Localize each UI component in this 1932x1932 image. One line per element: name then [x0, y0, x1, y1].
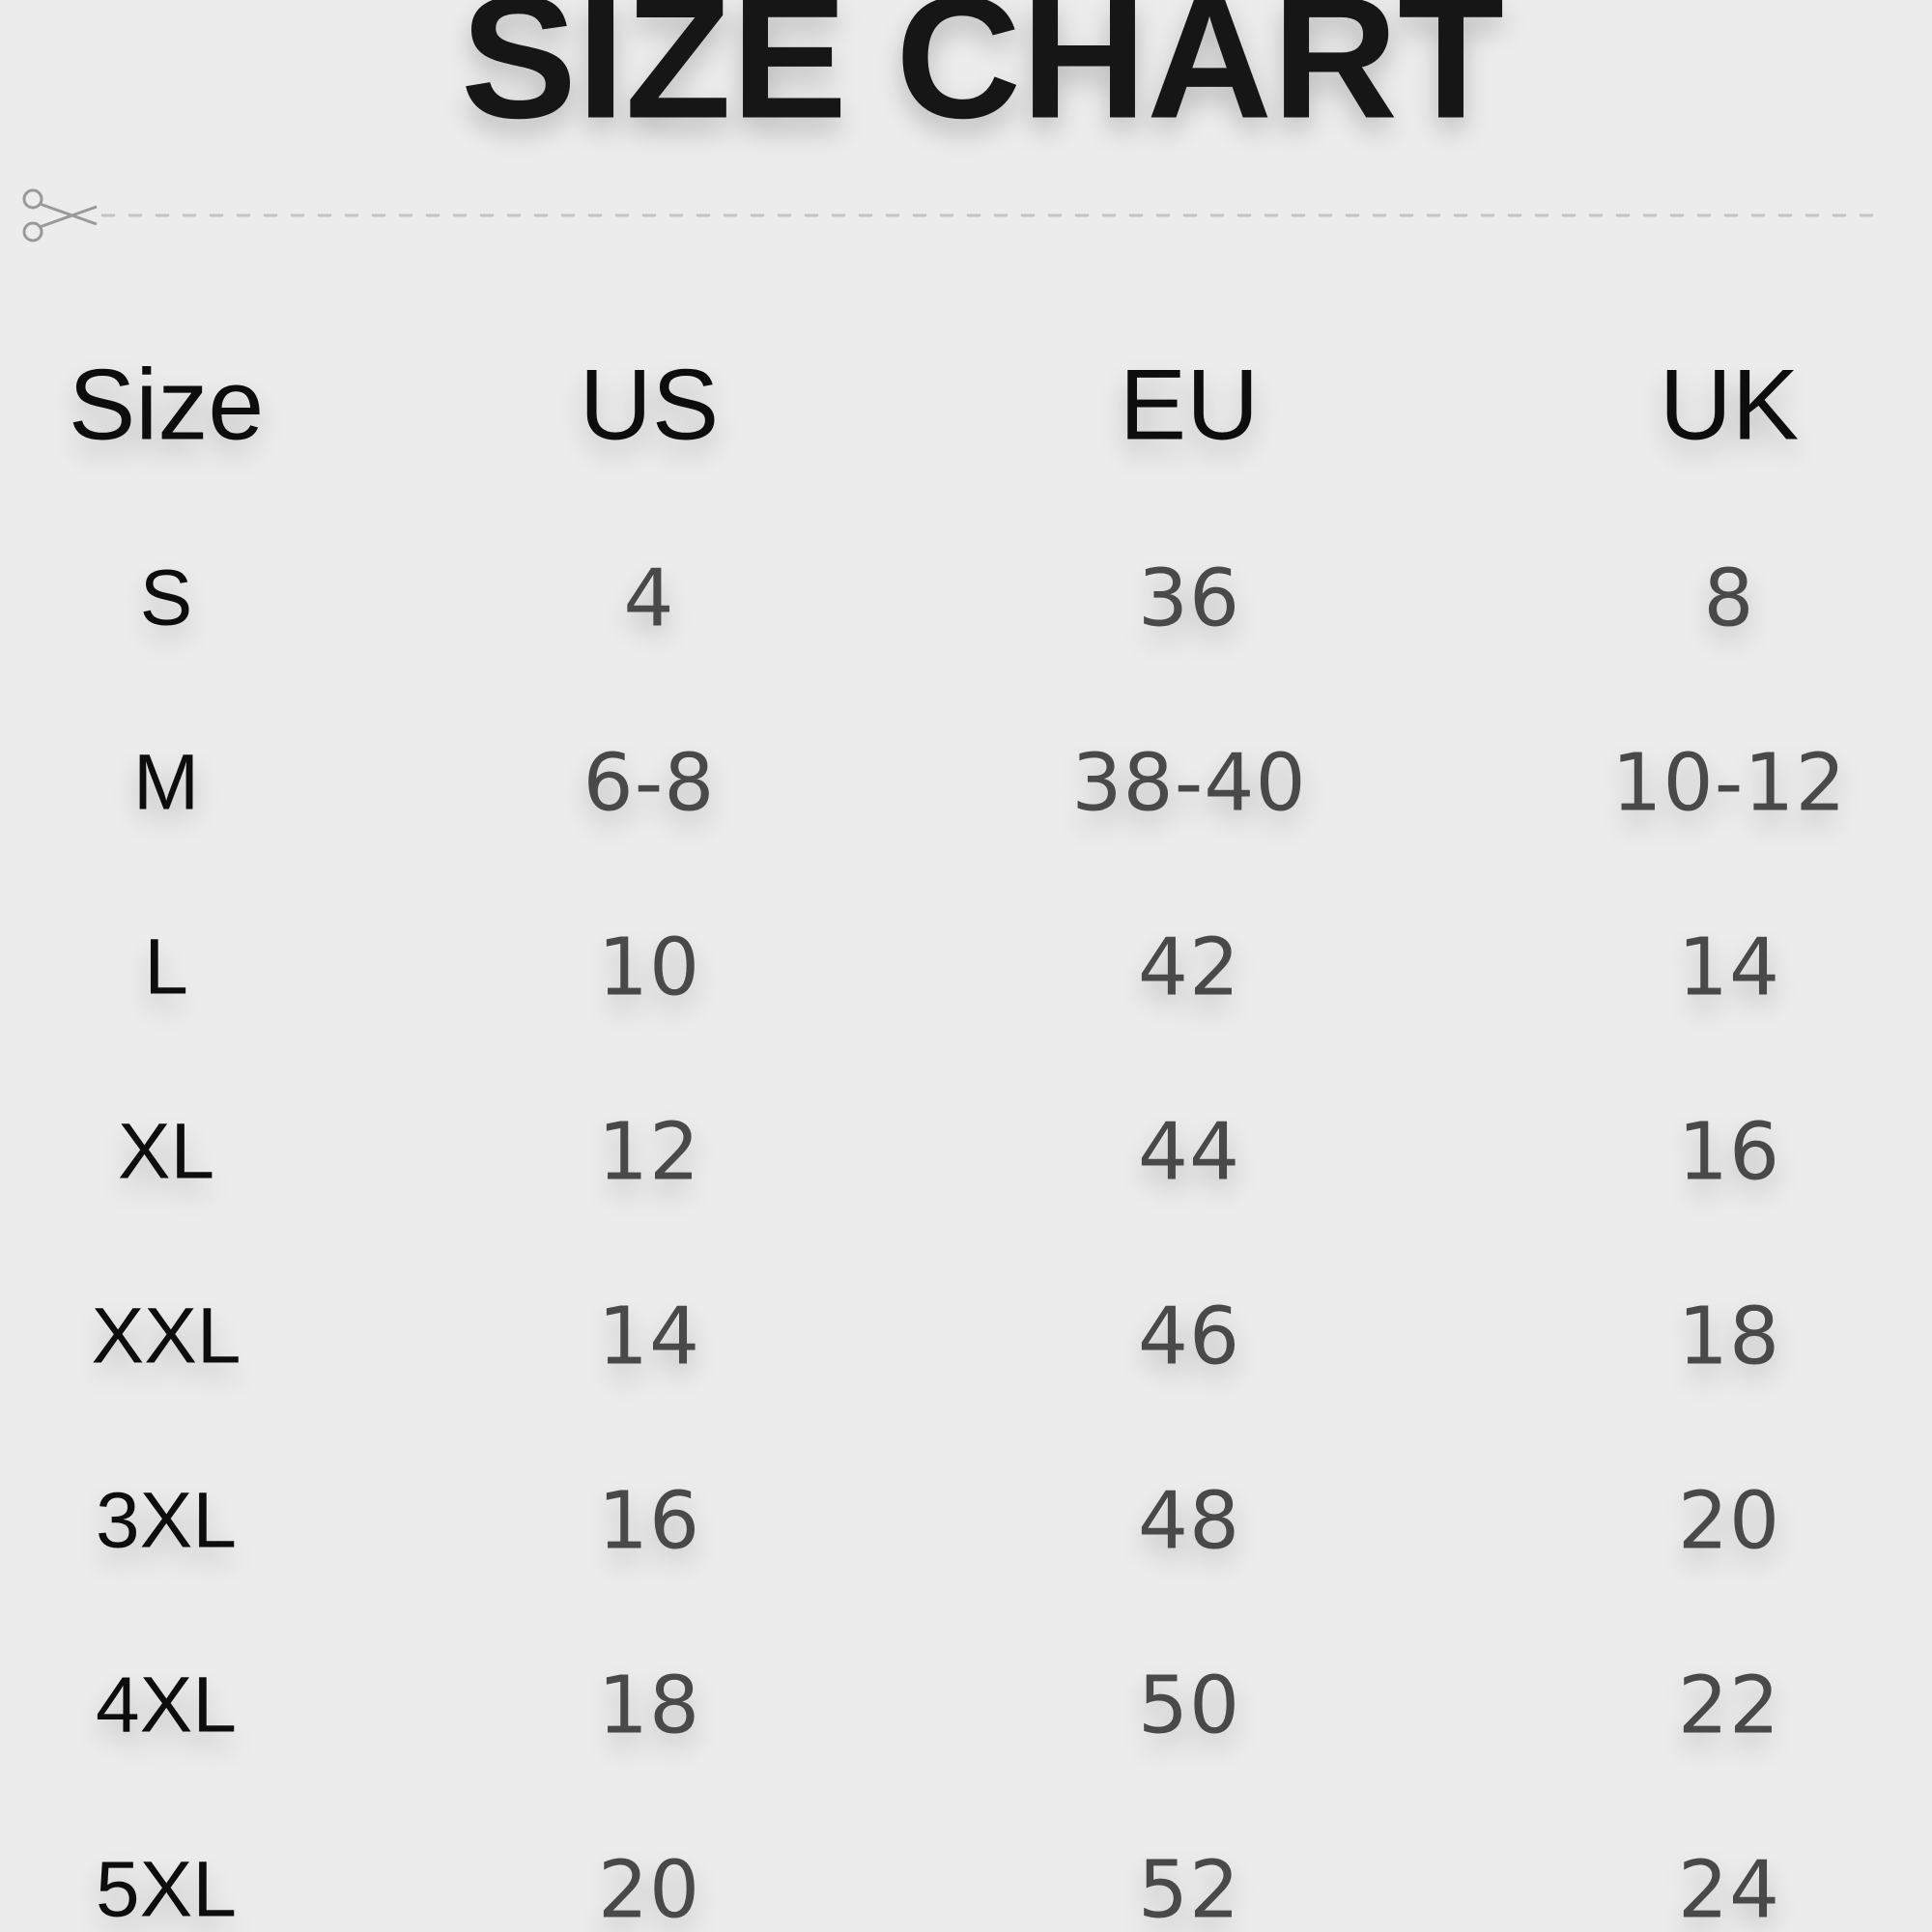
title: SIZE CHART	[461, 0, 1504, 156]
size-value: 10	[598, 922, 700, 1013]
size-value: 24	[1678, 1844, 1780, 1932]
size-value: 16	[598, 1475, 700, 1567]
size-value: 42	[1138, 922, 1240, 1013]
size-value: 10-12	[1611, 737, 1846, 829]
size-value: 20	[598, 1844, 700, 1932]
size-value: 8	[1703, 553, 1754, 644]
column-header: EU	[1120, 349, 1259, 461]
column-header: US	[580, 349, 719, 461]
size-value: 14	[598, 1291, 700, 1382]
size-value: 4	[623, 553, 674, 644]
size-value: 18	[1678, 1291, 1780, 1382]
size-value: 38-40	[1071, 737, 1306, 829]
size-value: 50	[1138, 1660, 1240, 1751]
size-value: 16	[1678, 1106, 1780, 1198]
column-header: Size	[69, 349, 264, 461]
size-value: 12	[598, 1106, 700, 1198]
size-value: 22	[1678, 1660, 1780, 1751]
size-value: 36	[1138, 553, 1240, 644]
size-value: 14	[1678, 922, 1780, 1013]
column-header: UK	[1660, 349, 1799, 461]
size-label: 3XL	[96, 1477, 237, 1565]
size-label: XL	[118, 1108, 214, 1196]
size-value: 20	[1678, 1475, 1780, 1567]
size-value: 18	[598, 1660, 700, 1751]
scissors	[22, 188, 98, 242]
size-value: 52	[1138, 1844, 1240, 1932]
size-label: L	[144, 923, 188, 1011]
size-value: 46	[1138, 1291, 1240, 1382]
size-label: XXL	[92, 1293, 242, 1380]
size-value: 6-8	[583, 737, 716, 829]
size-label: S	[140, 554, 193, 642]
size-label: 4XL	[96, 1662, 237, 1749]
size-value: 44	[1138, 1106, 1240, 1198]
size-value: 48	[1138, 1475, 1240, 1567]
size-label: 5XL	[96, 1846, 237, 1932]
size-label: M	[133, 739, 199, 827]
